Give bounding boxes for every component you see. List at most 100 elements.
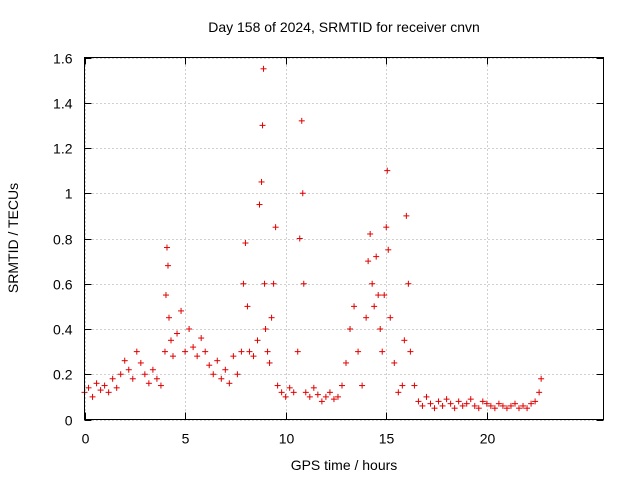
data-point xyxy=(367,230,374,237)
data-point xyxy=(163,244,170,251)
data-point xyxy=(244,303,251,310)
data-point xyxy=(326,389,333,396)
data-point xyxy=(161,348,168,355)
x-axis-label: GPS time / hours xyxy=(291,457,398,473)
data-point xyxy=(198,335,205,342)
data-point xyxy=(125,366,132,373)
data-point xyxy=(258,178,265,185)
data-point xyxy=(487,402,494,409)
data-point xyxy=(403,212,410,219)
data-point xyxy=(133,348,140,355)
data-point xyxy=(330,396,337,403)
data-point xyxy=(190,344,197,351)
x-tick-label: 20 xyxy=(480,431,496,447)
data-point xyxy=(507,402,514,409)
data-point xyxy=(113,384,120,391)
axis-tick-labels: 0 0.2 0.4 0.6 0.8 1 1.2 1.4 1.6 0 5 10 15 20 xyxy=(53,51,495,447)
data-point xyxy=(459,402,466,409)
data-point xyxy=(310,384,317,391)
data-point xyxy=(536,389,543,396)
data-point xyxy=(435,398,442,405)
data-point xyxy=(250,353,257,360)
data-point xyxy=(377,326,384,332)
data-point xyxy=(300,280,307,287)
data-point xyxy=(101,382,108,389)
data-point xyxy=(109,375,116,382)
y-tick-label: 1 xyxy=(65,186,73,202)
data-point xyxy=(471,402,478,409)
data-point xyxy=(149,366,156,373)
data-point xyxy=(264,348,271,355)
y-axis-label: SRMTID / TECUs xyxy=(5,183,21,293)
data-point xyxy=(479,398,486,405)
data-point xyxy=(299,190,306,197)
data-point xyxy=(240,280,247,287)
data-point xyxy=(186,326,193,332)
data-point xyxy=(431,405,438,412)
data-point xyxy=(268,314,275,321)
data-point xyxy=(528,400,535,407)
data-point xyxy=(202,348,209,355)
y-tick-label: 0.8 xyxy=(53,232,73,248)
data-point xyxy=(242,240,249,247)
data-point xyxy=(383,224,390,231)
data-point xyxy=(174,330,181,337)
data-point xyxy=(405,280,412,287)
x-tick-label: 10 xyxy=(279,431,295,447)
x-tick-label: 0 xyxy=(82,431,90,447)
data-point xyxy=(463,400,470,407)
data-point xyxy=(318,398,325,405)
data-point xyxy=(427,400,434,407)
data-point xyxy=(491,405,498,412)
data-point xyxy=(363,314,370,321)
data-point xyxy=(259,122,266,129)
data-point xyxy=(89,393,96,400)
data-point xyxy=(157,382,164,389)
data-point xyxy=(145,380,152,387)
data-point xyxy=(373,253,380,260)
data-point xyxy=(194,353,201,360)
data-point xyxy=(178,307,185,314)
data-point xyxy=(121,357,128,364)
data-point xyxy=(483,400,490,407)
data-point xyxy=(246,348,253,355)
data-point xyxy=(415,398,422,405)
data-point xyxy=(347,326,354,332)
data-point xyxy=(455,398,462,405)
data-point xyxy=(419,402,426,409)
data-point xyxy=(282,393,289,400)
data-point xyxy=(93,380,100,387)
data-point xyxy=(447,400,454,407)
y-tick-label: 1.6 xyxy=(53,51,73,67)
data-point xyxy=(294,348,301,355)
data-point xyxy=(365,258,372,265)
y-tick-label: 1.4 xyxy=(53,96,73,112)
data-point xyxy=(262,326,269,332)
data-point xyxy=(399,382,406,389)
data-point xyxy=(298,117,305,124)
data-point xyxy=(395,389,402,396)
data-point xyxy=(141,371,148,378)
data-point xyxy=(371,303,378,310)
data-point xyxy=(286,384,293,391)
data-point xyxy=(314,391,321,398)
data-point xyxy=(343,359,350,366)
data-point xyxy=(384,167,391,174)
data-point xyxy=(516,405,523,412)
data-point xyxy=(218,375,225,382)
data-point xyxy=(499,402,506,409)
data-point xyxy=(338,382,345,389)
data-point xyxy=(439,402,446,409)
data-point xyxy=(238,348,245,355)
data-point xyxy=(467,396,474,403)
data-point xyxy=(401,337,408,344)
data-point xyxy=(164,262,171,269)
data-point xyxy=(359,382,366,389)
y-tick-label: 0 xyxy=(65,413,73,429)
y-tick-label: 0.2 xyxy=(53,367,73,383)
data-point xyxy=(451,405,458,412)
data-point xyxy=(266,359,273,366)
data-point xyxy=(97,387,104,394)
data-point xyxy=(322,393,329,400)
